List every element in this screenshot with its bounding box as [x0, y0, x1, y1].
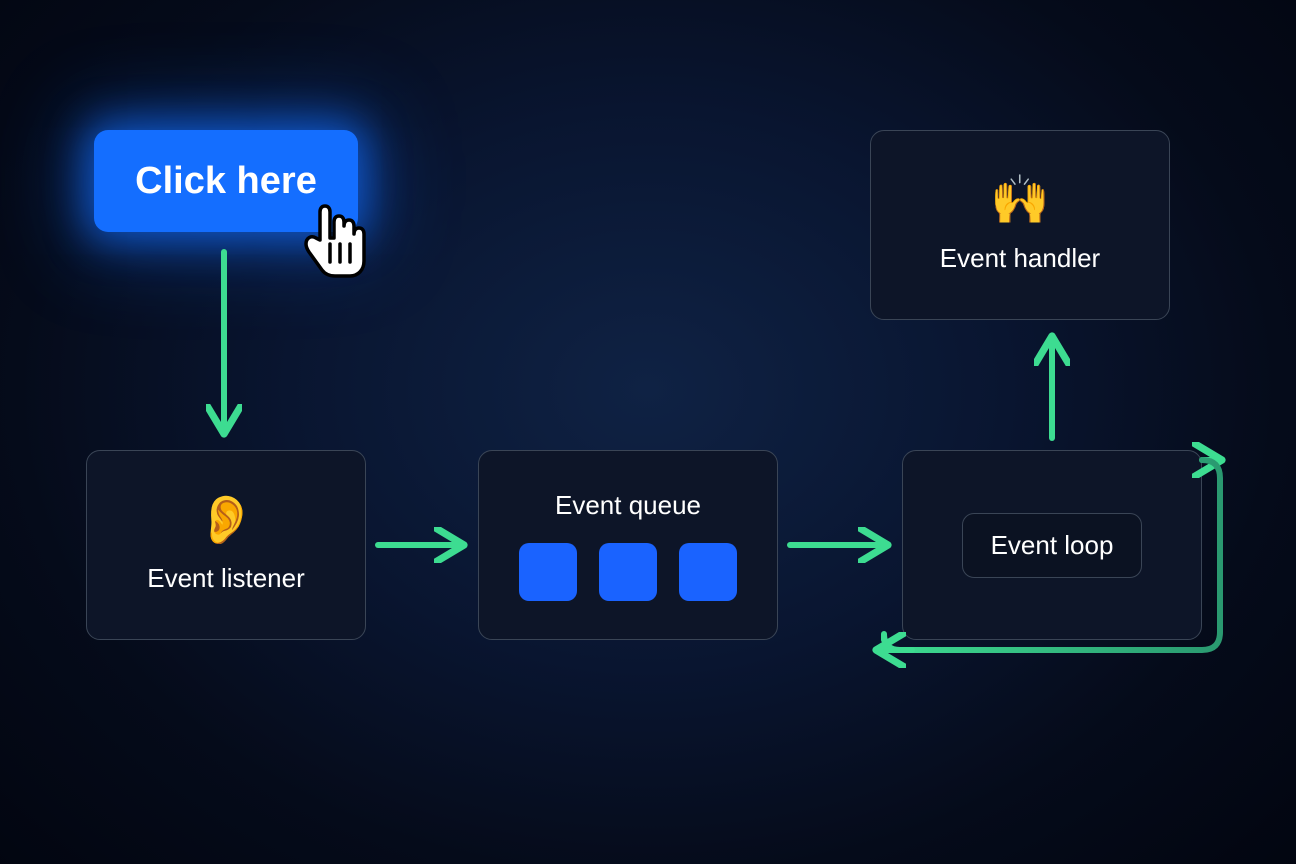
ear-icon: 👂: [196, 497, 256, 545]
event-queue-node: Event queue: [478, 450, 778, 640]
event-listener-node: 👂 Event listener: [86, 450, 366, 640]
queue-items: [519, 543, 737, 601]
event-handler-node: 🙌 Event handler: [870, 130, 1170, 320]
event-handler-label: Event handler: [940, 243, 1100, 274]
queue-item: [519, 543, 577, 601]
click-here-button[interactable]: Click here: [94, 130, 358, 232]
click-here-label: Click here: [135, 160, 317, 203]
event-loop-node: Event loop: [962, 513, 1143, 578]
event-loop-label: Event loop: [991, 530, 1114, 561]
queue-item: [679, 543, 737, 601]
raised-hands-icon: 🙌: [990, 177, 1050, 225]
event-loop-container: Event loop: [902, 450, 1202, 640]
event-queue-label: Event queue: [555, 490, 701, 521]
event-listener-label: Event listener: [147, 563, 305, 594]
queue-item: [599, 543, 657, 601]
